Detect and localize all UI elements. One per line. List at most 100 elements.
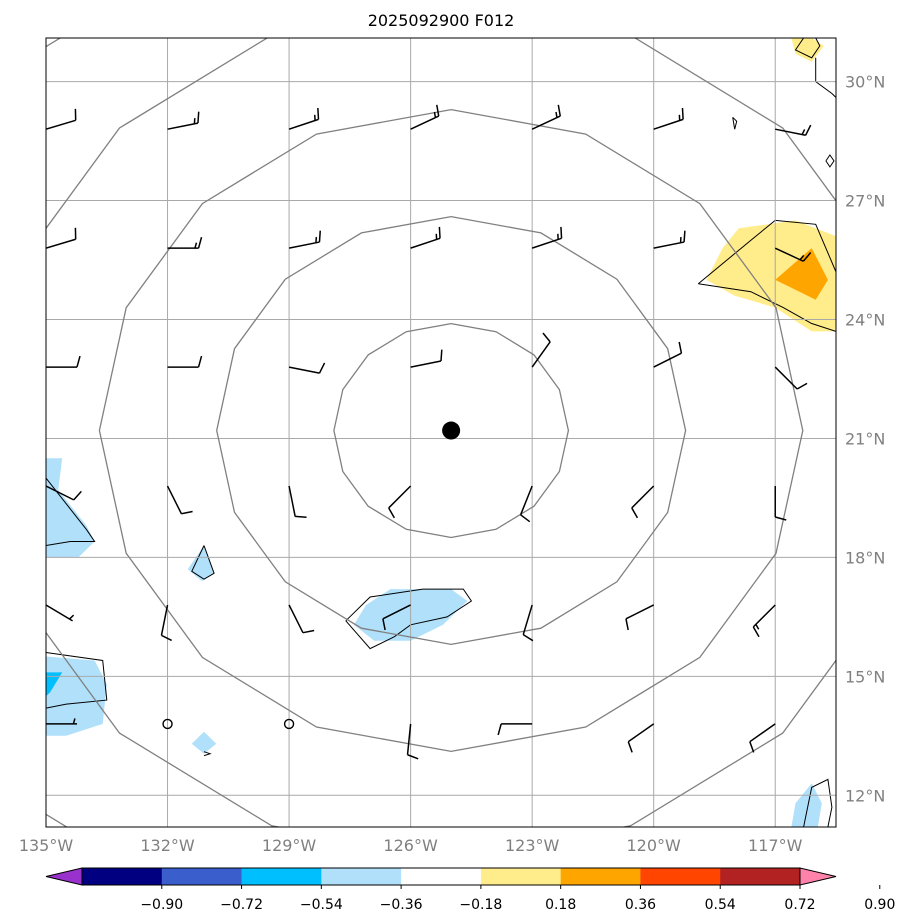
wind-barb (166, 485, 193, 515)
wind-barb (627, 723, 655, 753)
wind-barb (46, 718, 77, 725)
contour-line (46, 652, 108, 709)
barb-feather (181, 510, 193, 515)
y-tick-label: 30°N (845, 73, 885, 92)
x-tick-label: 123°W (505, 836, 560, 855)
wind-barb (774, 366, 808, 390)
barb-shaft (775, 128, 806, 137)
barb-half-feather (799, 254, 805, 261)
barb-feather (802, 252, 812, 262)
contour-line (203, 751, 212, 757)
wind-barb (410, 226, 441, 249)
x-tick-label: 135°W (19, 836, 74, 855)
calm-circle (283, 718, 295, 730)
wind-barb (653, 341, 683, 368)
x-tick-label: 132°W (140, 836, 195, 855)
wind-barb (749, 723, 776, 753)
y-tick-label: 12°N (845, 786, 885, 805)
wind-barb (531, 104, 561, 130)
x-tick-label: 129°W (262, 836, 317, 855)
range-ring (98, 108, 804, 753)
wind-barb (752, 604, 776, 638)
anomaly-fill-region (46, 672, 63, 697)
barb-shaft (653, 352, 682, 368)
colorbar-tick-label: −0.36 (380, 897, 423, 913)
barb-shaft (388, 485, 412, 509)
barb-shaft (752, 604, 776, 628)
wind-barb (382, 604, 411, 631)
wind-barb (531, 226, 563, 249)
contour-line (825, 154, 835, 168)
wind-barb (46, 355, 81, 368)
barb-shaft (774, 247, 804, 262)
barb-feather (161, 634, 172, 642)
chart-title: 2025092900 F012 (368, 11, 515, 30)
colorbar-extend-low (45, 867, 83, 886)
wind-barb (522, 604, 534, 642)
wind-barb (288, 230, 322, 249)
x-tick-labels: 135°W 132°W 129°W 126°W 123°W 120°W 117°W (19, 836, 803, 855)
y-tick-label: 15°N (845, 667, 885, 686)
y-tick-label: 27°N (845, 192, 885, 211)
barb-shaft (288, 366, 320, 374)
contour-line (46, 477, 96, 546)
barb-shaft (627, 723, 655, 743)
barb-shaft (631, 485, 655, 509)
colorbar-segment (720, 868, 801, 885)
anomaly-fill-region (191, 731, 217, 754)
barb-feather (76, 355, 81, 368)
barb-shaft (382, 604, 411, 620)
colorbar-tick-label: −0.54 (300, 897, 343, 913)
barb-shaft (288, 485, 296, 517)
anomaly-fill-region (46, 458, 95, 558)
wind-barb (283, 718, 295, 730)
colorbar-outline (81, 867, 801, 886)
barb-shaft (522, 604, 533, 635)
contour-line (191, 545, 215, 580)
wind-barb (288, 604, 315, 634)
barb-feather (631, 507, 639, 519)
wind-barb (288, 485, 307, 518)
y-tick-labels: 12°N 15°N 18°N 21°N 24°N 27°N 30°N (845, 73, 885, 806)
barb-shaft (749, 723, 776, 743)
colorbar-segment (640, 868, 721, 885)
barb-feather (752, 626, 760, 638)
barb-half-feather (555, 111, 558, 118)
barb-feather (382, 618, 386, 631)
barb-feather (318, 230, 322, 243)
barb-shaft (167, 122, 199, 130)
colorbar-segment (82, 868, 163, 885)
barb-half-feather (72, 718, 76, 725)
barb-half-feather (68, 614, 75, 620)
barb-shaft (46, 238, 76, 249)
map-frame (45, 37, 837, 828)
barb-feather (317, 107, 320, 120)
calm-circle (162, 718, 173, 730)
barb-feather (197, 236, 203, 249)
barb-feather (775, 516, 787, 521)
y-tick-label: 21°N (845, 429, 885, 448)
wind-barb (406, 723, 419, 760)
colorbar-segment (560, 868, 641, 885)
colorbar-tick-label: 0.72 (784, 897, 815, 913)
wind-barb (388, 485, 412, 519)
barb-shaft (625, 604, 655, 620)
barb-feather (73, 490, 82, 501)
wind-barb-layer (46, 104, 812, 760)
storm-center-layer (442, 421, 461, 440)
contour-line (698, 283, 836, 332)
range-ring (333, 322, 570, 539)
barb-feather (678, 341, 683, 354)
graticule-layer (46, 38, 836, 827)
barb-shaft (288, 241, 320, 249)
barb-feather (438, 226, 441, 239)
barb-half-feather (755, 623, 760, 630)
barb-feather (542, 332, 551, 343)
colorbar-extend-high (799, 867, 837, 886)
wind-barb (497, 723, 533, 736)
barb-feather (796, 382, 808, 390)
barb-feather (804, 124, 812, 136)
colorbar: −0.90 −0.72 −0.54 −0.36 −0.18 0.18 0.36 0.54 0.7… (45, 867, 895, 913)
wind-barb (167, 111, 200, 130)
